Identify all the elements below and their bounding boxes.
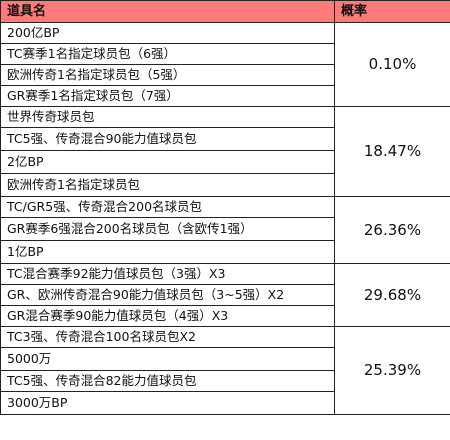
item-name-cell: TC赛季1名指定球员包（6强） [0,43,335,65]
table-row: 3000万BP [0,391,450,415]
probability-cell: 25.39% [334,326,450,415]
header-row: 道具名 概率 [0,0,450,23]
table-row: GR混合赛季90能力值球员包（4强）X3 [0,305,450,327]
item-name-cell: GR赛季1名指定球员包（7强） [0,85,335,107]
table-row: GR赛季6强混合200名球员包（含欧传1强） [0,217,450,241]
item-name-cell: 欧洲传奇1名指定球员包 [0,173,335,197]
table-row: 200亿BP 0.10% [0,22,450,107]
item-name-cell: GR、欧洲传奇混合90能力值球员包（3~5强）X2 [0,284,335,306]
item-name-cell: 3000万BP [0,391,335,415]
item-name-cell: 世界传奇球员包 [0,106,335,128]
probability-cell: 0.10% [334,22,450,107]
item-name-cell: TC混合赛季92能力值球员包（3强）X3 [0,263,335,285]
item-name-cell: TC5强、传奇混合90能力值球员包 [0,127,335,151]
item-name-cell: TC3强、传奇混合100名球员包X2 [0,326,335,348]
table-body: 200亿BP 0.10% TC赛季1名指定球员包（6强） 欧洲传奇1名指定球员包… [0,22,450,415]
probability-cell: 18.47% [334,106,450,197]
item-name-cell: 欧洲传奇1名指定球员包（5强） [0,64,335,86]
table-row: 世界传奇球员包 18.47% [0,106,450,197]
item-name-cell: GR混合赛季90能力值球员包（4强）X3 [0,305,335,327]
table-row: TC/GR5强、传奇混合200名球员包 26.36% [0,196,450,264]
table-row: 欧洲传奇1名指定球员包 [0,173,450,197]
table-row: 欧洲传奇1名指定球员包（5强） [0,64,450,86]
probability-cell: 29.68% [334,263,450,327]
item-name-cell: TC5强、传奇混合82能力值球员包 [0,370,335,392]
table-row: TC混合赛季92能力值球员包（3强）X3 29.68% [0,263,450,327]
table-header: 道具名 概率 [0,0,450,23]
item-name-cell: 200亿BP [0,22,335,44]
table-row: GR赛季1名指定球员包（7强） [0,85,450,107]
item-name-cell: GR赛季6强混合200名球员包（含欧传1强） [0,217,335,241]
item-name-cell: 2亿BP [0,150,335,174]
table-row: 2亿BP [0,150,450,174]
item-name-cell: TC/GR5强、传奇混合200名球员包 [0,196,335,218]
item-name-header: 道具名 [0,0,335,23]
item-probability-table: 道具名 概率 200亿BP 0.10% TC赛季1名指定球员包（6强） 欧洲传奇… [0,0,450,415]
table-row: TC5强、传奇混合90能力值球员包 [0,127,450,151]
probability-cell: 26.36% [334,196,450,264]
item-name-cell: 5000万 [0,347,335,371]
probability-header: 概率 [334,0,450,23]
table-row: TC赛季1名指定球员包（6强） [0,43,450,65]
table-row: TC5强、传奇混合82能力值球员包 [0,370,450,392]
table-row: TC3强、传奇混合100名球员包X2 25.39% [0,326,450,415]
item-name-cell: 1亿BP [0,240,335,264]
